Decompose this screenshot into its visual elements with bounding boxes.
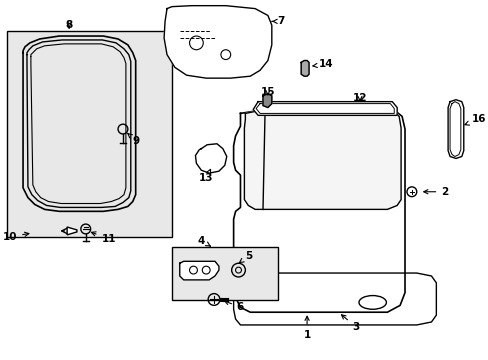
Polygon shape (253, 102, 396, 115)
Text: 2: 2 (423, 187, 447, 197)
Text: 3: 3 (341, 315, 359, 332)
Polygon shape (233, 273, 435, 325)
Text: 13: 13 (199, 169, 213, 183)
Polygon shape (67, 227, 77, 235)
Text: 10: 10 (2, 232, 29, 242)
Text: 1: 1 (303, 316, 310, 340)
Text: 15: 15 (260, 87, 275, 97)
Polygon shape (447, 100, 463, 158)
Polygon shape (244, 105, 400, 210)
Bar (172, 247, 277, 301)
Text: 5: 5 (239, 251, 251, 263)
Text: 16: 16 (464, 114, 485, 125)
Polygon shape (263, 94, 271, 108)
Polygon shape (195, 144, 226, 173)
Text: 8: 8 (65, 20, 73, 30)
Text: 9: 9 (127, 134, 140, 146)
Text: 4: 4 (197, 236, 210, 246)
Text: 14: 14 (312, 59, 333, 69)
Polygon shape (180, 261, 219, 280)
Text: 6: 6 (224, 301, 244, 312)
Ellipse shape (358, 296, 386, 309)
Polygon shape (233, 105, 404, 312)
Bar (7, 31, 172, 237)
Text: 11: 11 (91, 232, 116, 244)
Text: 12: 12 (352, 93, 366, 103)
Text: 7: 7 (271, 16, 285, 26)
Polygon shape (301, 60, 308, 76)
Polygon shape (164, 6, 271, 78)
